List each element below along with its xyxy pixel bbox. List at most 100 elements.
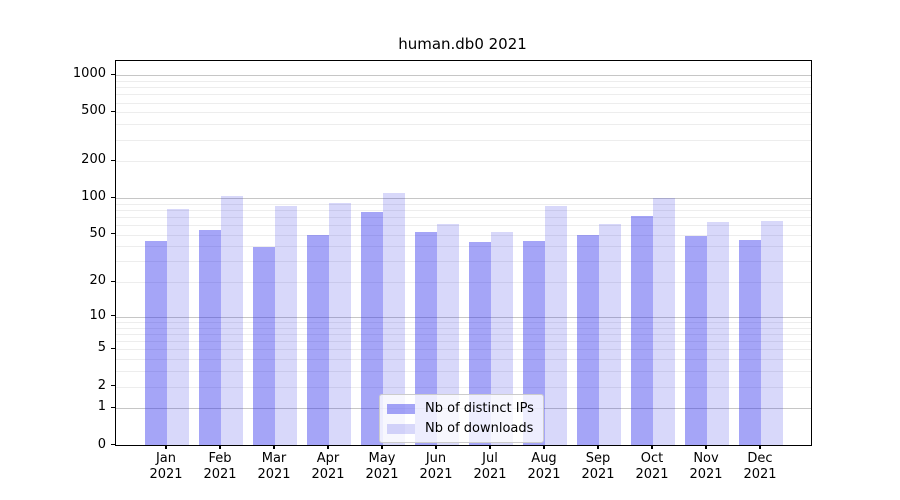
y-tick-label: 10 bbox=[89, 307, 106, 323]
bar-downloads-apr bbox=[329, 203, 351, 445]
legend-item-downloads: Nb of downloads bbox=[387, 421, 534, 436]
bar-ips-oct bbox=[631, 215, 653, 445]
minor-gridline bbox=[116, 124, 811, 126]
minor-gridline bbox=[116, 261, 811, 263]
x-tick-label: Oct 2021 bbox=[617, 451, 687, 483]
x-tick-label: Mar 2021 bbox=[239, 451, 309, 483]
bar-ips-jan bbox=[145, 240, 167, 445]
minor-gridline bbox=[116, 203, 811, 205]
minor-gridline bbox=[116, 225, 811, 227]
y-tick-label: 2 bbox=[97, 377, 106, 393]
minor-gridline bbox=[116, 139, 811, 141]
bar-ips-mar bbox=[253, 247, 275, 445]
minor-gridline bbox=[116, 386, 811, 388]
bar-downloads-may bbox=[383, 192, 405, 445]
bar-downloads-oct bbox=[653, 197, 675, 445]
x-tick-month: Apr bbox=[316, 451, 340, 466]
minor-gridline bbox=[116, 327, 811, 329]
bar-downloads-mar bbox=[275, 206, 297, 445]
x-tick-month: Oct bbox=[640, 451, 664, 466]
x-tick-label: Jun 2021 bbox=[401, 451, 471, 483]
x-tick-label: Sep 2021 bbox=[563, 451, 633, 483]
x-tick-label: Aug 2021 bbox=[509, 451, 579, 483]
x-tick-year: 2021 bbox=[689, 467, 723, 482]
x-tick-year: 2021 bbox=[473, 467, 507, 482]
y-tick-label: 500 bbox=[81, 103, 106, 119]
minor-gridline bbox=[116, 234, 811, 236]
bar-downloads-sep bbox=[599, 223, 621, 445]
minor-gridline bbox=[116, 359, 811, 361]
y-tick-label: 5 bbox=[97, 340, 106, 356]
legend: Nb of distinct IPs Nb of downloads bbox=[379, 394, 544, 443]
major-gridline bbox=[116, 316, 811, 319]
x-tick-year: 2021 bbox=[149, 467, 183, 482]
x-tick-year: 2021 bbox=[257, 467, 291, 482]
legend-swatch-distinct-ips bbox=[387, 403, 415, 414]
minor-gridline bbox=[116, 80, 811, 82]
x-tick-month: Dec bbox=[747, 451, 773, 466]
plot-canvas bbox=[116, 61, 811, 445]
x-tick-year: 2021 bbox=[527, 467, 561, 482]
bar-ips-apr bbox=[307, 235, 329, 445]
legend-label-distinct-ips: Nb of distinct IPs bbox=[425, 401, 534, 416]
bar-downloads-jun bbox=[437, 223, 459, 445]
x-tick-month: Feb bbox=[208, 451, 232, 466]
bar-ips-nov bbox=[685, 236, 707, 445]
minor-gridline bbox=[116, 334, 811, 335]
legend-item-distinct-ips: Nb of distinct IPs bbox=[387, 401, 534, 416]
x-tick-month: Jan bbox=[155, 451, 177, 466]
minor-gridline bbox=[116, 341, 811, 343]
x-tick-month: Sep bbox=[585, 451, 611, 466]
legend-swatch-downloads bbox=[387, 423, 415, 434]
minor-gridline bbox=[116, 322, 811, 324]
x-tick-year: 2021 bbox=[635, 467, 669, 482]
bar-ips-dec bbox=[739, 239, 761, 445]
bar-ips-aug bbox=[523, 240, 545, 445]
legend-label-downloads: Nb of downloads bbox=[425, 421, 534, 436]
bar-downloads-dec bbox=[761, 221, 783, 445]
x-tick-month: Aug bbox=[531, 451, 557, 466]
x-tick-label: Apr 2021 bbox=[293, 451, 363, 483]
minor-gridline bbox=[116, 102, 811, 104]
minor-gridline bbox=[116, 209, 811, 211]
plot-area: Nb of distinct IPs Nb of downloads bbox=[115, 60, 812, 446]
x-tick-month: Jul bbox=[482, 451, 498, 466]
x-tick-year: 2021 bbox=[203, 467, 237, 482]
bar-ips-sep bbox=[577, 235, 599, 445]
major-gridline bbox=[116, 75, 811, 77]
x-tick-month: Jun bbox=[425, 451, 447, 466]
x-tick-label: May 2021 bbox=[347, 451, 417, 483]
bar-downloads-aug bbox=[545, 206, 567, 445]
minor-gridline bbox=[116, 217, 811, 218]
bar-ips-may bbox=[361, 212, 383, 445]
bar-downloads-jan bbox=[167, 208, 189, 445]
y-tick-label: 0 bbox=[97, 436, 106, 452]
x-tick-month: Nov bbox=[693, 451, 719, 466]
x-tick-label: Dec 2021 bbox=[725, 451, 795, 483]
minor-gridline bbox=[116, 246, 811, 248]
y-tick-label: 100 bbox=[81, 189, 106, 205]
x-tick-year: 2021 bbox=[581, 467, 615, 482]
x-tick-year: 2021 bbox=[743, 467, 777, 482]
y-tick-label: 50 bbox=[89, 225, 106, 241]
bar-downloads-nov bbox=[707, 222, 729, 445]
x-tick-month: May bbox=[368, 451, 396, 466]
major-gridline bbox=[116, 198, 811, 200]
minor-gridline bbox=[116, 282, 811, 284]
bar-ips-feb bbox=[199, 230, 221, 445]
minor-gridline bbox=[116, 371, 811, 373]
minor-gridline bbox=[116, 94, 811, 96]
x-tick-year: 2021 bbox=[311, 467, 345, 482]
minor-gridline bbox=[116, 112, 811, 114]
x-tick-label: Jul 2021 bbox=[455, 451, 525, 483]
bar-ips-jun bbox=[415, 232, 437, 445]
minor-gridline bbox=[116, 161, 811, 163]
chart-title: human.db0 2021 bbox=[398, 35, 527, 53]
x-tick-year: 2021 bbox=[419, 467, 453, 482]
bar-downloads-jul bbox=[491, 232, 513, 445]
minor-gridline bbox=[116, 87, 811, 89]
bar-downloads-feb bbox=[221, 196, 243, 445]
x-tick-label: Feb 2021 bbox=[185, 451, 255, 483]
y-tick-label: 1 bbox=[97, 399, 106, 415]
